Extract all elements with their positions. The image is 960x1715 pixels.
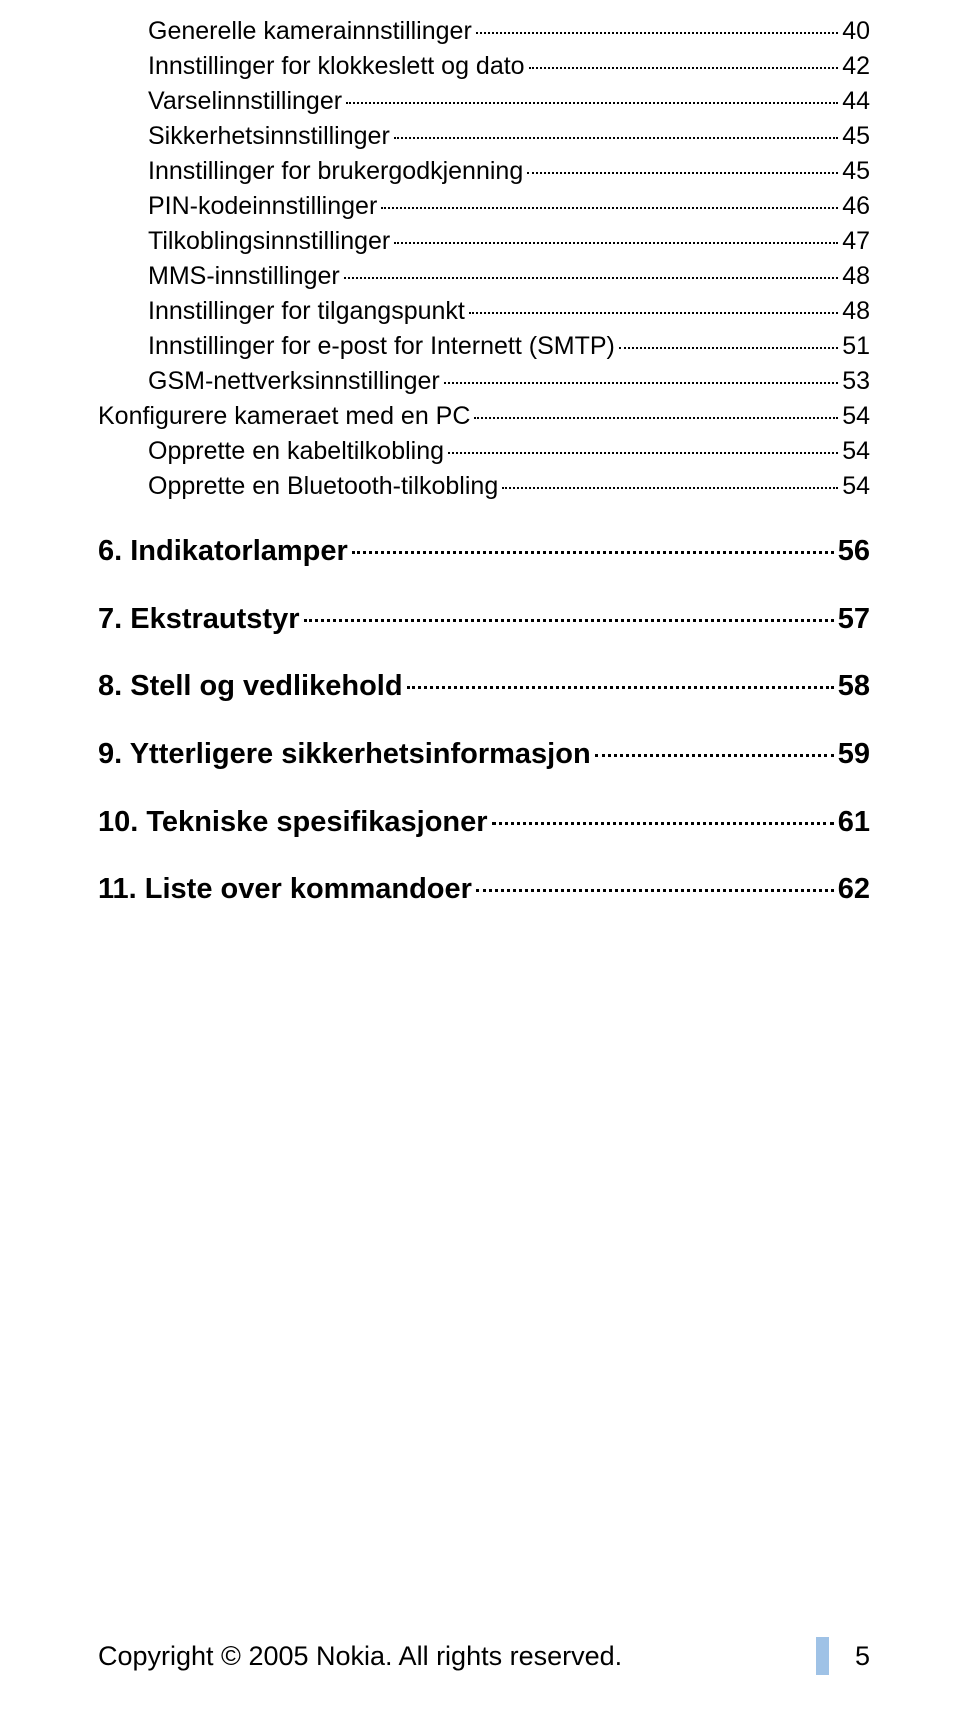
toc-entry: PIN-kodeinnstillinger 46	[98, 190, 870, 223]
toc-label: 9. Ytterligere sikkerhetsinformasjon	[98, 736, 591, 774]
toc-entry: Innstillinger for brukergodkjenning 45	[98, 155, 870, 188]
toc-leader-dots	[444, 382, 838, 384]
toc-leader-dots	[394, 242, 838, 244]
toc-entry: 7. Ekstrautstyr 57	[98, 601, 870, 639]
page-footer: Copyright © 2005 Nokia. All rights reser…	[98, 1637, 870, 1675]
toc-label: Tilkoblingsinnstillinger	[148, 225, 390, 258]
toc-entry: Opprette en Bluetooth-tilkobling 54	[98, 470, 870, 503]
toc-page: 62	[838, 871, 870, 909]
toc-page: 58	[838, 668, 870, 706]
toc-label: Innstillinger for brukergodkjenning	[148, 155, 523, 188]
footer-right: 5	[816, 1637, 870, 1675]
toc-label: Konfigurere kameraet med en PC	[98, 400, 470, 433]
toc-page: 42	[842, 50, 870, 83]
toc-entry: Varselinnstillinger 44	[98, 85, 870, 118]
accent-bar	[816, 1637, 829, 1675]
toc-leader-dots	[502, 487, 838, 489]
toc-label: Innstillinger for e-post for Internett (…	[148, 330, 615, 363]
toc-entry: Innstillinger for e-post for Internett (…	[98, 330, 870, 363]
toc-entry: Innstillinger for tilgangspunkt 48	[98, 295, 870, 328]
toc-label: Generelle kamerainnstillinger	[148, 15, 472, 48]
toc-entry: Sikkerhetsinnstillinger 45	[98, 120, 870, 153]
toc-page: 54	[842, 470, 870, 503]
table-of-contents: Generelle kamerainnstillinger40Innstilli…	[98, 15, 870, 909]
toc-page: 53	[842, 365, 870, 398]
toc-page: 45	[842, 120, 870, 153]
toc-leader-dots	[344, 277, 838, 279]
toc-entry: 8. Stell og vedlikehold 58	[98, 668, 870, 706]
toc-leader-dots	[394, 137, 838, 139]
toc-entry: 11. Liste over kommandoer 62	[98, 871, 870, 909]
toc-leader-dots	[529, 67, 839, 69]
toc-label: Opprette en Bluetooth-tilkobling	[148, 470, 498, 503]
toc-page: 54	[842, 435, 870, 468]
toc-leader-dots	[595, 754, 834, 757]
toc-label: Innstillinger for tilgangspunkt	[148, 295, 465, 328]
toc-leader-dots	[304, 619, 834, 622]
toc-leader-dots	[619, 347, 838, 349]
toc-label: 8. Stell og vedlikehold	[98, 668, 403, 706]
toc-leader-dots	[476, 889, 834, 892]
toc-label: Opprette en kabeltilkobling	[148, 435, 444, 468]
toc-page: 51	[842, 330, 870, 363]
toc-label: GSM-nettverksinnstillinger	[148, 365, 440, 398]
toc-page: 54	[842, 400, 870, 433]
toc-page: 56	[838, 533, 870, 571]
toc-label: 11. Liste over kommandoer	[98, 871, 472, 909]
toc-leader-dots	[448, 452, 838, 454]
toc-page: 59	[838, 736, 870, 774]
toc-leader-dots	[492, 822, 834, 825]
toc-entry: 6. Indikatorlamper 56	[98, 533, 870, 571]
toc-entry: Generelle kamerainnstillinger 40	[98, 15, 870, 48]
toc-label: 6. Indikatorlamper	[98, 533, 348, 571]
toc-entry: MMS-innstillinger 48	[98, 260, 870, 293]
toc-label: Innstillinger for klokkeslett og dato	[148, 50, 525, 83]
toc-label: 7. Ekstrautstyr	[98, 601, 300, 639]
toc-label: MMS-innstillinger	[148, 260, 340, 293]
toc-entry: 10. Tekniske spesifikasjoner 61	[98, 804, 870, 842]
toc-page: 40	[842, 15, 870, 48]
toc-entry: Innstillinger for klokkeslett og dato 42	[98, 50, 870, 83]
toc-leader-dots	[476, 32, 838, 34]
toc-label: 10. Tekniske spesifikasjoner	[98, 804, 488, 842]
toc-entry: Konfigurere kameraet med en PC 54	[98, 400, 870, 433]
toc-entry: 9. Ytterligere sikkerhetsinformasjon 59	[98, 736, 870, 774]
toc-entry: Opprette en kabeltilkobling 54	[98, 435, 870, 468]
toc-page: 45	[842, 155, 870, 188]
toc-label: PIN-kodeinnstillinger	[148, 190, 377, 223]
toc-page: 57	[838, 601, 870, 639]
toc-leader-dots	[474, 417, 838, 419]
page-number: 5	[855, 1641, 870, 1672]
toc-label: Varselinnstillinger	[148, 85, 342, 118]
toc-page: 46	[842, 190, 870, 223]
toc-leader-dots	[352, 551, 834, 554]
toc-leader-dots	[469, 312, 838, 314]
toc-page: 47	[842, 225, 870, 258]
toc-entry: Tilkoblingsinnstillinger 47	[98, 225, 870, 258]
toc-leader-dots	[381, 207, 838, 209]
toc-page: 44	[842, 85, 870, 118]
copyright-text: Copyright © 2005 Nokia. All rights reser…	[98, 1641, 622, 1672]
toc-page: 48	[842, 295, 870, 328]
toc-leader-dots	[527, 172, 838, 174]
toc-label: Sikkerhetsinnstillinger	[148, 120, 390, 153]
toc-entry: GSM-nettverksinnstillinger 53	[98, 365, 870, 398]
toc-page: 61	[838, 804, 870, 842]
toc-leader-dots	[346, 102, 838, 104]
toc-page: 48	[842, 260, 870, 293]
toc-leader-dots	[407, 686, 834, 689]
